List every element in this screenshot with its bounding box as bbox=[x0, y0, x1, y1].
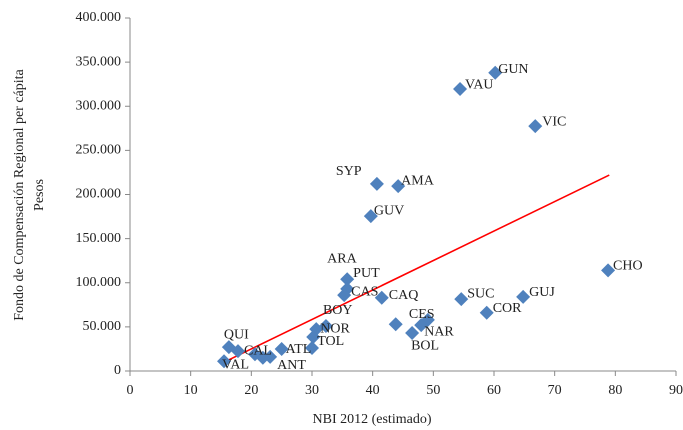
x-tick-label: 90 bbox=[669, 383, 683, 398]
point-label: NOR bbox=[320, 321, 350, 336]
y-tick-label: 200.000 bbox=[76, 187, 122, 202]
x-tick-label: 20 bbox=[244, 383, 258, 398]
point-label: VAL bbox=[222, 358, 249, 373]
point bbox=[479, 305, 494, 320]
point-label: PUT bbox=[353, 266, 380, 281]
point bbox=[601, 263, 616, 278]
point bbox=[405, 326, 420, 341]
y-tick-label: 150.000 bbox=[76, 231, 122, 246]
point bbox=[454, 292, 469, 307]
y-tick-label: 100.000 bbox=[76, 275, 122, 290]
point bbox=[388, 317, 403, 332]
y-tick-label: 300.000 bbox=[76, 98, 122, 113]
x-tick-label: 40 bbox=[366, 383, 380, 398]
point bbox=[217, 354, 232, 369]
point-label: CAQ bbox=[389, 288, 419, 303]
x-tick-label: 10 bbox=[184, 383, 198, 398]
x-tick-label: 80 bbox=[608, 383, 622, 398]
point bbox=[255, 350, 270, 365]
point-label: GUV bbox=[374, 203, 404, 218]
y-tick-label: 400.000 bbox=[76, 10, 122, 25]
x-tick-label: 70 bbox=[548, 383, 562, 398]
point bbox=[391, 179, 406, 194]
x-tick-label: 60 bbox=[487, 383, 501, 398]
point-label: VAU bbox=[465, 77, 494, 92]
x-axis-label: NBI 2012 (estimado) bbox=[313, 412, 432, 427]
point-label: AMA bbox=[401, 173, 435, 188]
x-tick-label: 50 bbox=[426, 383, 440, 398]
point-label: CAS bbox=[351, 284, 378, 299]
x-tick-label: 30 bbox=[305, 383, 319, 398]
point bbox=[369, 176, 384, 191]
point-label: GUJ bbox=[529, 285, 555, 300]
point-label: VIC bbox=[542, 114, 566, 129]
point bbox=[305, 341, 319, 356]
x-tick-label: 0 bbox=[127, 383, 134, 398]
point-label: SUC bbox=[467, 286, 494, 301]
y-axis-label: Fondo de Compensación Regional per cápit… bbox=[12, 68, 27, 320]
point-label: CES bbox=[409, 307, 435, 322]
point bbox=[340, 272, 355, 287]
point-label: BOL bbox=[411, 338, 439, 353]
point bbox=[414, 318, 429, 333]
y-tick-label: 350.000 bbox=[76, 54, 122, 69]
point-label: ATL bbox=[286, 342, 312, 357]
point-label: BOY bbox=[323, 303, 353, 318]
point bbox=[337, 288, 352, 303]
point-label: COR bbox=[493, 301, 522, 316]
point bbox=[230, 344, 245, 359]
y-tick-label: 50.000 bbox=[83, 319, 122, 334]
point-label: CHO bbox=[613, 259, 643, 274]
point bbox=[453, 82, 468, 97]
y-tick-label: 250.000 bbox=[76, 143, 122, 158]
point bbox=[528, 119, 543, 134]
point-label: GUN bbox=[498, 62, 528, 77]
point bbox=[516, 289, 531, 304]
y-tick-label: 0 bbox=[114, 363, 121, 378]
trendline bbox=[223, 174, 610, 363]
point-label: TOL bbox=[317, 334, 344, 349]
point bbox=[306, 330, 321, 345]
y-axis-label: Pesos bbox=[32, 179, 47, 211]
point-label: NAR bbox=[424, 324, 454, 339]
point bbox=[374, 290, 389, 305]
point-label: SYP bbox=[336, 164, 362, 179]
point-label: CAL bbox=[244, 343, 272, 358]
point-label: ARA bbox=[327, 251, 357, 266]
point-label: ANT bbox=[277, 358, 306, 373]
point-label: QUI bbox=[224, 327, 249, 342]
point bbox=[363, 209, 378, 224]
point bbox=[274, 341, 289, 356]
point bbox=[488, 65, 503, 80]
